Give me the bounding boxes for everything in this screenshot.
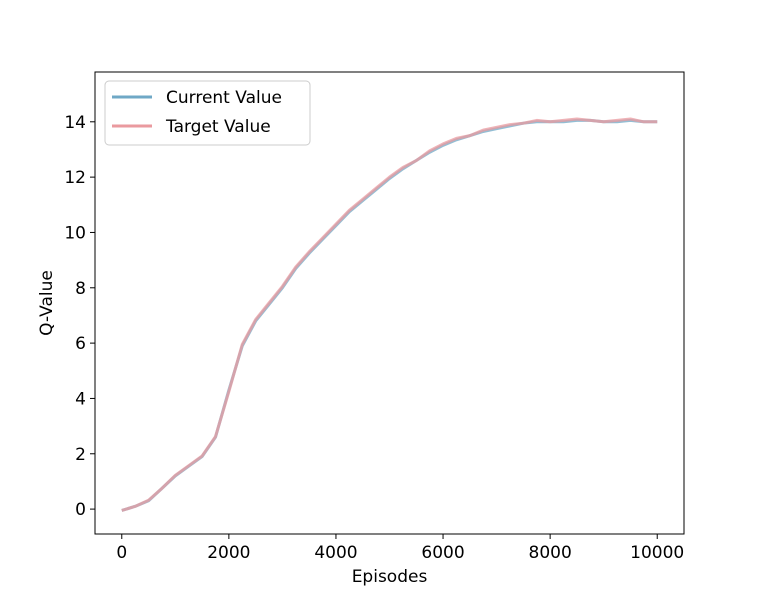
x-tick-label: 2000	[207, 543, 250, 563]
x-tick-label: 8000	[529, 543, 572, 563]
series-layer	[121, 117, 658, 512]
y-axis-label: Q-Value	[37, 270, 57, 336]
y-tick-label: 12	[64, 168, 86, 188]
legend-box	[104, 80, 311, 146]
plot-frame	[94, 71, 685, 535]
x-axis-ticks: 0 2000 4000 6000 8000 10000	[116, 534, 684, 563]
y-tick-label: 4	[75, 389, 86, 409]
legend: Current Value Target Value	[104, 80, 311, 146]
y-tick-label: 0	[75, 500, 86, 520]
legend-label-current: Current Value	[166, 88, 282, 108]
y-axis-ticks: 0 2 4 6 8 10 12 14	[64, 113, 95, 520]
y-tick-label: 10	[64, 223, 86, 243]
series-line-target-value	[121, 117, 658, 512]
legend-label-target: Target Value	[165, 117, 271, 137]
y-tick-label: 8	[75, 279, 86, 299]
y-tick-label: 14	[64, 113, 86, 133]
x-tick-label: 0	[116, 543, 127, 563]
y-tick-label: 2	[75, 445, 86, 465]
y-tick-label: 6	[75, 334, 86, 354]
x-tick-label: 6000	[421, 543, 464, 563]
x-tick-label: 4000	[314, 543, 357, 563]
x-tick-label: 10000	[630, 543, 684, 563]
x-axis-label: Episodes	[352, 567, 428, 587]
